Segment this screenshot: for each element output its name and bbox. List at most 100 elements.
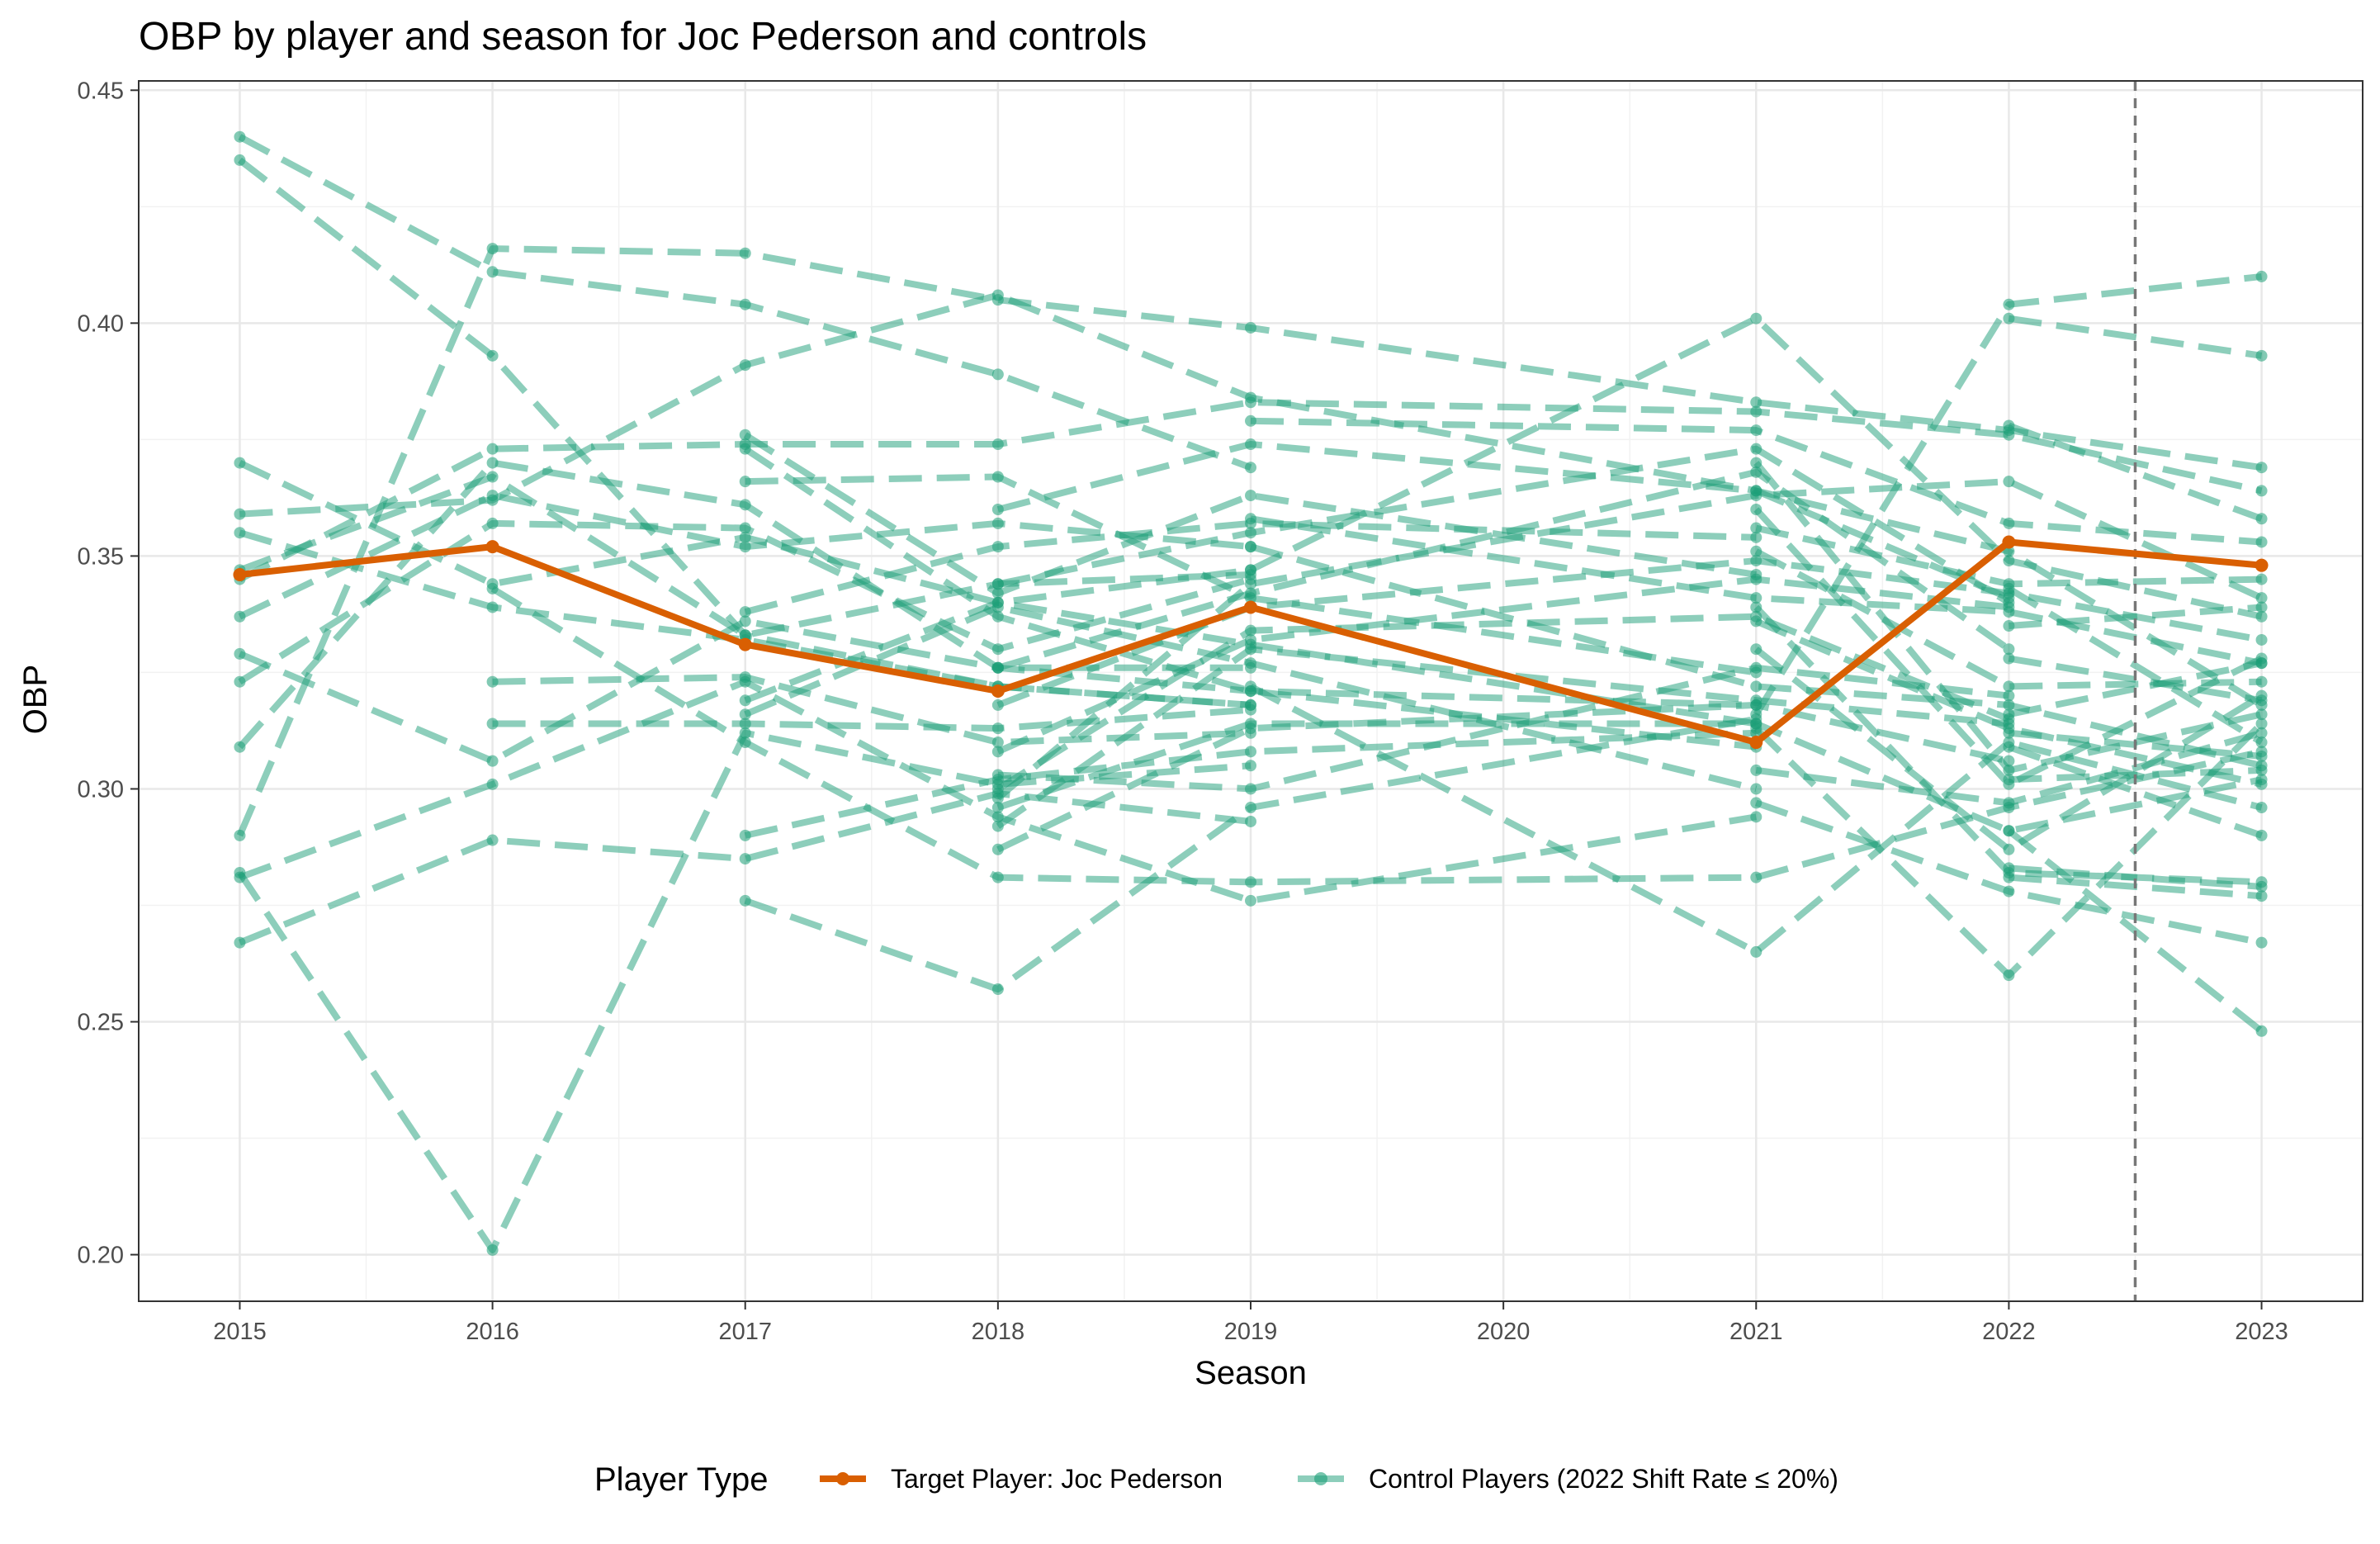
- control-point: [486, 349, 499, 362]
- x-tick-label: 2018: [972, 1319, 1025, 1345]
- control-point: [1245, 802, 1256, 814]
- control-point: [1245, 746, 1256, 758]
- control-point: [2255, 718, 2268, 730]
- control-point: [2255, 880, 2268, 893]
- control-point: [1750, 424, 1763, 437]
- control-point: [2003, 620, 2015, 632]
- control-point: [1750, 871, 1763, 883]
- control-point: [739, 476, 751, 488]
- control-point: [739, 615, 751, 628]
- control-series-line: [744, 715, 1757, 993]
- control-point: [1750, 443, 1763, 455]
- control-point: [2255, 829, 2268, 841]
- control-point: [234, 130, 246, 143]
- x-axis-title: Season: [1195, 1355, 1307, 1391]
- control-point: [2003, 699, 2015, 711]
- control-point: [486, 755, 499, 767]
- control-series-line: [1753, 507, 2264, 788]
- y-tick-label: 0.35: [78, 543, 124, 570]
- control-point: [1750, 405, 1763, 418]
- control-point: [2003, 885, 2015, 898]
- control-series-line: [239, 678, 1757, 904]
- y-tick-label: 0.25: [78, 1010, 124, 1036]
- control-point: [991, 811, 1004, 823]
- control-point: [486, 601, 499, 613]
- control-point: [2255, 727, 2268, 739]
- control-point: [234, 871, 246, 883]
- control-point: [739, 522, 751, 534]
- control-point: [739, 606, 751, 618]
- control-point: [1750, 545, 1763, 557]
- control-point: [1750, 764, 1763, 776]
- target-point: [991, 684, 1005, 698]
- control-point: [486, 718, 499, 730]
- control-point: [1750, 601, 1763, 613]
- control-point: [486, 490, 499, 502]
- control-series-line: [1249, 315, 2263, 620]
- x-tick-label: 2020: [1477, 1319, 1531, 1345]
- control-point: [234, 936, 246, 949]
- control-point: [739, 429, 751, 441]
- control-point: [991, 802, 1004, 814]
- control-series-line: [2007, 585, 2264, 746]
- control-point: [1245, 578, 1256, 590]
- control-point: [486, 266, 499, 278]
- control-point: [234, 154, 246, 166]
- control-point: [1245, 527, 1256, 539]
- y-tick-label: 0.20: [78, 1243, 124, 1269]
- control-point: [2003, 517, 2015, 529]
- control-point: [991, 871, 1004, 883]
- control-point: [1245, 783, 1256, 795]
- control-point: [2255, 270, 2268, 282]
- control-point: [739, 694, 751, 707]
- control-series-line: [2009, 864, 2262, 890]
- control-point: [1245, 760, 1256, 772]
- control-point: [739, 853, 751, 865]
- control-point: [2255, 890, 2268, 902]
- legend-title: Player Type: [594, 1461, 769, 1498]
- control-point: [2255, 610, 2268, 623]
- control-point: [486, 834, 499, 846]
- control-point: [991, 736, 1004, 749]
- legend-label-target: Target Player: Joc Pederson: [891, 1464, 1223, 1494]
- control-point: [991, 294, 1004, 306]
- control-series-line: [997, 664, 2009, 793]
- target-series-line: [236, 538, 2265, 746]
- control-point: [486, 243, 499, 255]
- control-point: [2255, 802, 2268, 814]
- control-point: [234, 508, 246, 520]
- control-point: [991, 643, 1004, 656]
- legend-item-target: Target Player: Joc Pederson: [820, 1464, 1223, 1494]
- control-point: [2255, 592, 2268, 604]
- control-point: [1750, 312, 1763, 324]
- control-series-line: [2008, 743, 2263, 839]
- control-point: [2255, 633, 2268, 646]
- control-series-line: [238, 790, 1252, 946]
- control-point: [739, 541, 751, 553]
- x-tick-label: 2022: [1982, 1319, 2036, 1345]
- y-axis-title: OBP: [17, 665, 54, 734]
- control-point: [991, 368, 1004, 381]
- control-point: [1750, 615, 1763, 628]
- x-tick-label: 2015: [213, 1319, 267, 1345]
- control-series-line: [239, 291, 2264, 708]
- control-point: [1750, 573, 1763, 585]
- control-point: [2003, 298, 2015, 310]
- control-point: [2003, 862, 2015, 874]
- control-series-line: [236, 245, 2263, 837]
- control-point: [2255, 736, 2268, 749]
- control-point: [486, 1243, 499, 1256]
- control-point: [739, 443, 751, 455]
- control-point: [2003, 774, 2015, 786]
- control-point: [991, 503, 1004, 515]
- control-point: [991, 746, 1004, 758]
- x-tick-label: 2019: [1224, 1319, 1278, 1345]
- control-point: [486, 675, 499, 688]
- control-point: [1750, 811, 1763, 823]
- target-point: [1749, 736, 1763, 750]
- control-point: [234, 741, 246, 753]
- control-point: [1750, 490, 1763, 502]
- control-point: [739, 718, 751, 730]
- control-point: [2003, 652, 2015, 665]
